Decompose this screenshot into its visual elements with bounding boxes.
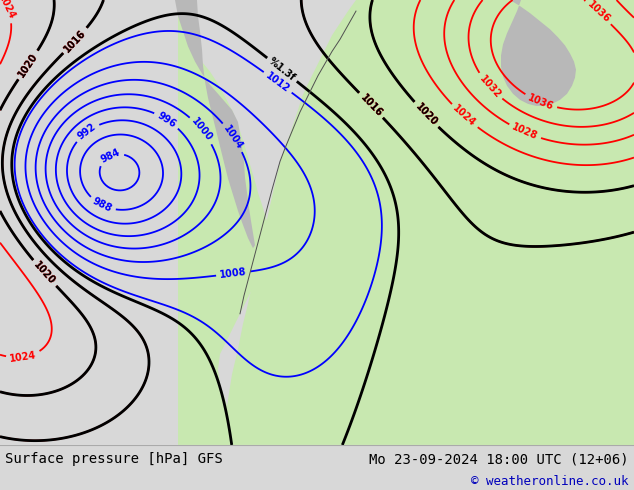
Text: %1.3f: %1.3f <box>267 56 297 83</box>
Text: 1016: 1016 <box>358 92 384 119</box>
Text: 1036: 1036 <box>585 0 612 25</box>
Polygon shape <box>220 0 634 445</box>
Text: © weatheronline.co.uk: © weatheronline.co.uk <box>472 475 629 489</box>
Polygon shape <box>178 0 273 445</box>
Text: Mo 23-09-2024 18:00 UTC (12+06): Mo 23-09-2024 18:00 UTC (12+06) <box>369 452 629 466</box>
Text: 1016: 1016 <box>358 92 384 119</box>
Text: 1020: 1020 <box>32 260 57 287</box>
Text: 1000: 1000 <box>190 117 214 144</box>
Text: 1024: 1024 <box>451 103 478 129</box>
Polygon shape <box>390 0 512 27</box>
Text: 1020: 1020 <box>413 101 439 128</box>
Text: 1020: 1020 <box>413 101 439 128</box>
Text: 1032: 1032 <box>477 73 503 100</box>
Text: Surface pressure [hPa] GFS: Surface pressure [hPa] GFS <box>5 452 223 466</box>
Text: 1024: 1024 <box>10 350 37 364</box>
Text: 996: 996 <box>155 110 178 129</box>
Text: 1028: 1028 <box>510 122 540 142</box>
Text: 1016: 1016 <box>62 27 88 54</box>
Text: 1020: 1020 <box>16 51 40 79</box>
Text: 1024: 1024 <box>0 0 16 21</box>
Text: 1016: 1016 <box>62 27 88 54</box>
Text: 1008: 1008 <box>219 267 247 280</box>
Text: 988: 988 <box>91 196 113 214</box>
Text: 984: 984 <box>99 147 122 165</box>
Text: 1020: 1020 <box>32 260 57 287</box>
Text: 1036: 1036 <box>526 92 555 112</box>
Polygon shape <box>175 0 255 248</box>
Text: 1004: 1004 <box>221 123 245 151</box>
Polygon shape <box>501 0 576 106</box>
Text: 1012: 1012 <box>264 70 292 94</box>
Polygon shape <box>480 49 634 445</box>
Text: 1020: 1020 <box>16 51 40 79</box>
Text: 992: 992 <box>76 122 98 142</box>
